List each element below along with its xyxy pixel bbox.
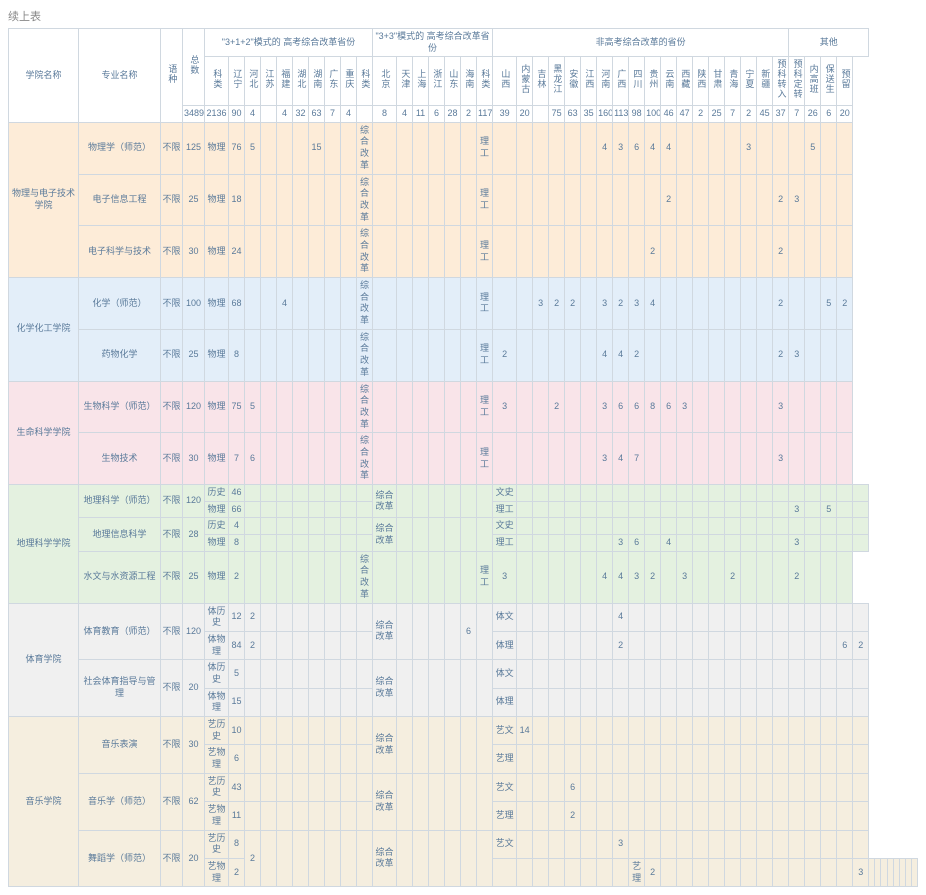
hdr-g1: "3+1+2"模式的 高考综合改革省份 xyxy=(205,29,373,57)
table-body: 物理与电子技术学院物理学（师范）不限125物理76515综合改革理工436443… xyxy=(9,122,918,887)
hdr-g4: 其他 xyxy=(789,29,869,57)
table-row: 水文与水资源工程不限25物理2综合改革理工34432322 xyxy=(9,551,918,603)
table-row: 生物技术不限30物理76综合改革理工3473 xyxy=(9,433,918,485)
hdr-g3: 非高考综合改革的省份 xyxy=(493,29,789,57)
enrollment-table: 学院名称 专业名称 语种 总数 "3+1+2"模式的 高考综合改革省份 "3+3… xyxy=(8,28,918,887)
table-row: 地理信息科学不限28历史4综合改革文史 xyxy=(9,518,918,535)
table-row: 物理与电子技术学院物理学（师范）不限125物理76515综合改革理工436443… xyxy=(9,122,918,174)
table-row: 社会体育指导与管理不限20体历史5综合改革体文 xyxy=(9,660,918,688)
table-row: 电子科学与技术不限30物理24综合改革理工22 xyxy=(9,226,918,278)
table-row: 体育学院体育教育（师范）不限120体历史122综合改革6体文4 xyxy=(9,603,918,631)
hdr-college: 学院名称 xyxy=(9,29,79,123)
hdr-total: 总数 xyxy=(183,29,205,106)
table-row: 舞蹈学（师范）不限20艺历史82综合改革艺文3 xyxy=(9,830,918,858)
table-caption: 续上表 xyxy=(8,8,918,24)
table-row: 音乐学院音乐表演不限30艺历史10综合改革艺文14 xyxy=(9,717,918,745)
table-head: 学院名称 专业名称 语种 总数 "3+1+2"模式的 高考综合改革省份 "3+3… xyxy=(9,29,918,123)
table-row: 化学化工学院化学（师范）不限100物理684综合改革理工3223234252 xyxy=(9,278,918,330)
hdr-lang: 语种 xyxy=(161,29,183,123)
table-row: 电子信息工程不限25物理18综合改革理工223 xyxy=(9,174,918,226)
table-row: 生命科学学院生物科学（师范）不限120物理755综合改革理工323668633 xyxy=(9,381,918,433)
table-row: 音乐学（师范）不限62艺历史43综合改革艺文6 xyxy=(9,773,918,801)
table-row: 药物化学不限25物理8综合改革理工244223 xyxy=(9,329,918,381)
table-row: 地理科学学院地理科学（师范）不限120历史46综合改革文史 xyxy=(9,485,918,502)
hdr-major: 专业名称 xyxy=(79,29,161,123)
hdr-g2: "3+3"模式的 高考综合改革省份 xyxy=(373,29,493,57)
